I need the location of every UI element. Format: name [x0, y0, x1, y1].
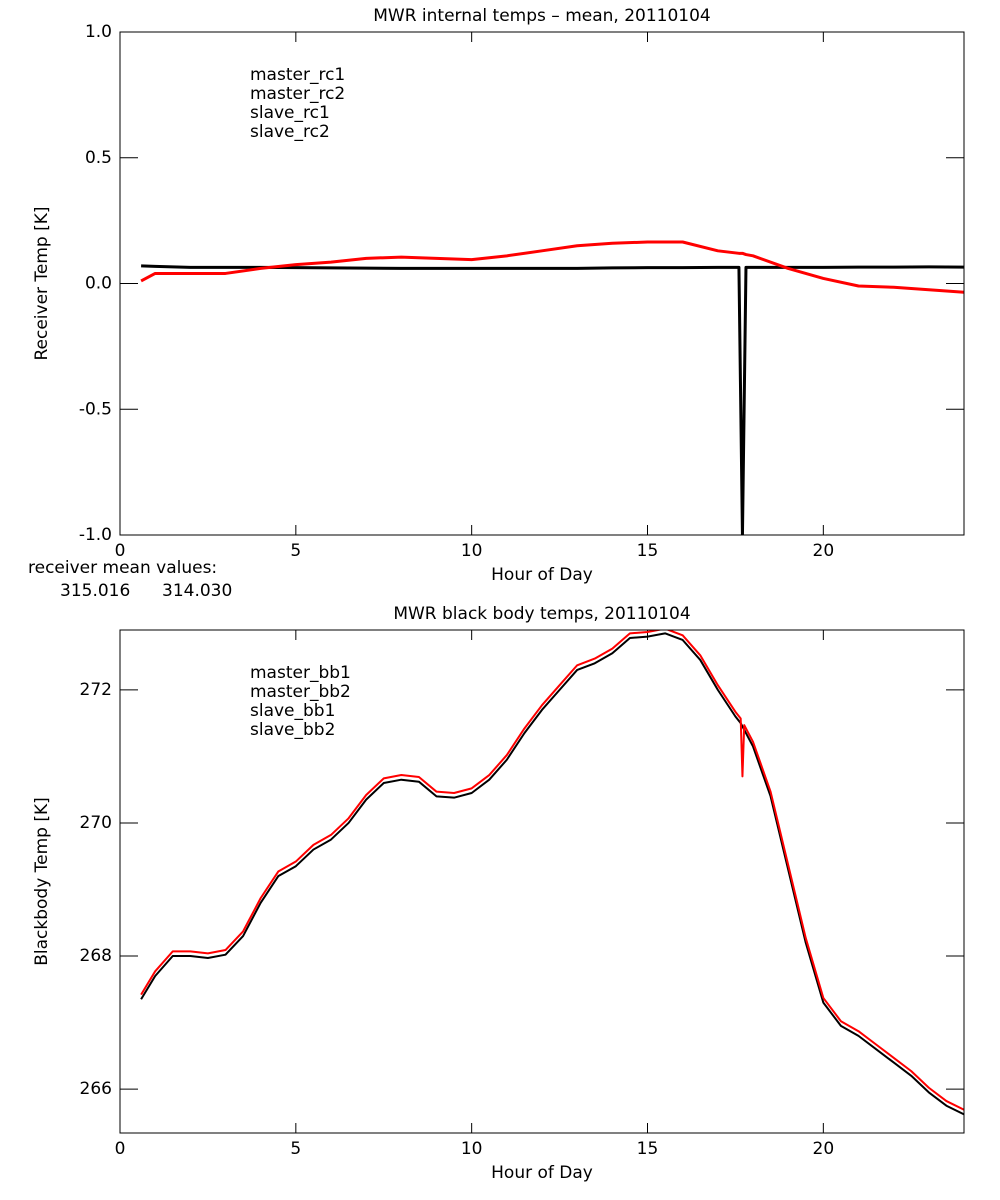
plot-lines	[140, 240, 964, 535]
legend-entry: slave_bb2	[250, 720, 335, 740]
y-tick-label: 0.0	[85, 274, 112, 294]
y-tick-label: 272	[80, 680, 112, 700]
x-tick-label: 10	[461, 541, 483, 561]
y-axis-title: Receiver Temp [K]	[32, 206, 52, 360]
x-tick-label: 5	[290, 541, 301, 561]
legend-entry: master_bb2	[250, 682, 351, 702]
x-axis-title: Hour of Day	[491, 565, 593, 585]
x-tick-label: 0	[115, 1139, 126, 1159]
x-tick-label: 15	[637, 1139, 659, 1159]
annotation-value: 314.030	[162, 581, 232, 601]
y-tick-label: -1.0	[79, 525, 112, 545]
legend-entry: slave_rc2	[250, 122, 330, 142]
plot-frame	[119, 629, 965, 1134]
chart-title: MWR black body temps, 20110104	[393, 604, 690, 624]
y-tick-label: 0.5	[85, 148, 112, 168]
annotation-text: receiver mean values:	[28, 558, 217, 578]
legend-entry: master_rc2	[250, 84, 345, 104]
y-tick-label: 270	[80, 813, 112, 833]
x-tick-label: 15	[637, 541, 659, 561]
x-tick-label: 5	[290, 1139, 301, 1159]
plot-lines	[140, 630, 964, 1116]
data-line	[140, 630, 964, 1111]
legend-entry: slave_bb1	[250, 701, 335, 721]
y-tick-label: 266	[80, 1079, 112, 1099]
x-tick-label: 20	[813, 541, 835, 561]
x-tick-label: 20	[813, 1139, 835, 1159]
x-tick-label: 0	[115, 541, 126, 561]
legend-entry: master_rc1	[250, 65, 345, 85]
x-axis-title: Hour of Day	[491, 1163, 593, 1183]
legend-entry: master_bb1	[250, 663, 351, 683]
x-tick-label: 10	[461, 1139, 483, 1159]
legend-entry: slave_rc1	[250, 103, 330, 123]
annotation-value: 315.016	[60, 581, 130, 601]
y-tick-label: 268	[80, 946, 112, 966]
y-tick-label: 1.0	[85, 22, 112, 42]
data-line	[140, 632, 964, 1116]
y-tick-label: -0.5	[79, 399, 112, 419]
chart-title: MWR internal temps – mean, 20110104	[373, 6, 711, 26]
data-line	[140, 240, 964, 294]
y-axis-title: Blackbody Temp [K]	[32, 797, 52, 966]
plot-frame	[119, 31, 965, 536]
